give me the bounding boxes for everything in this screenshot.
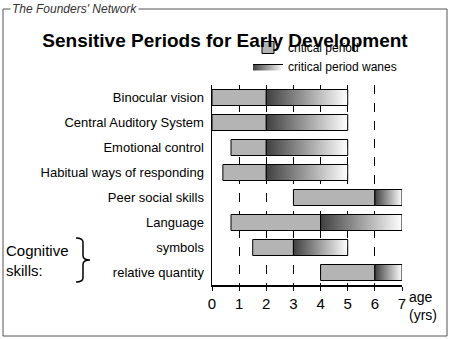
svg-text:Sensitive Periods for Early De: Sensitive Periods for Early Development [42,30,408,51]
svg-text:Cognitiveskills:: Cognitiveskills: [6,242,69,279]
svg-text:Binocular vision: Binocular vision [113,90,204,105]
svg-text:Peer social skills: Peer social skills [108,190,205,205]
svg-text:0: 0 [208,295,216,312]
svg-text:Emotional control: Emotional control [103,140,204,155]
svg-text:symbols: symbols [156,240,204,255]
svg-text:7: 7 [398,295,406,312]
svg-text:The Founders' Network: The Founders' Network [12,2,137,16]
svg-text:relative quantity: relative quantity [113,265,205,280]
svg-text:Habitual ways of responding: Habitual ways of responding [41,165,204,180]
svg-text:4: 4 [316,295,324,312]
svg-text:Language: Language [146,215,204,230]
svg-text:Central Auditory System: Central Auditory System [64,115,203,130]
svg-text:age(yrs): age(yrs) [409,289,437,323]
svg-text:critical period wanes: critical period wanes [288,60,397,74]
svg-text:critical period: critical period [288,41,359,55]
svg-text:1: 1 [235,295,243,312]
svg-text:2: 2 [262,295,270,312]
svg-text:5: 5 [344,295,352,312]
svg-text:6: 6 [371,295,379,312]
svg-text:3: 3 [289,295,297,312]
